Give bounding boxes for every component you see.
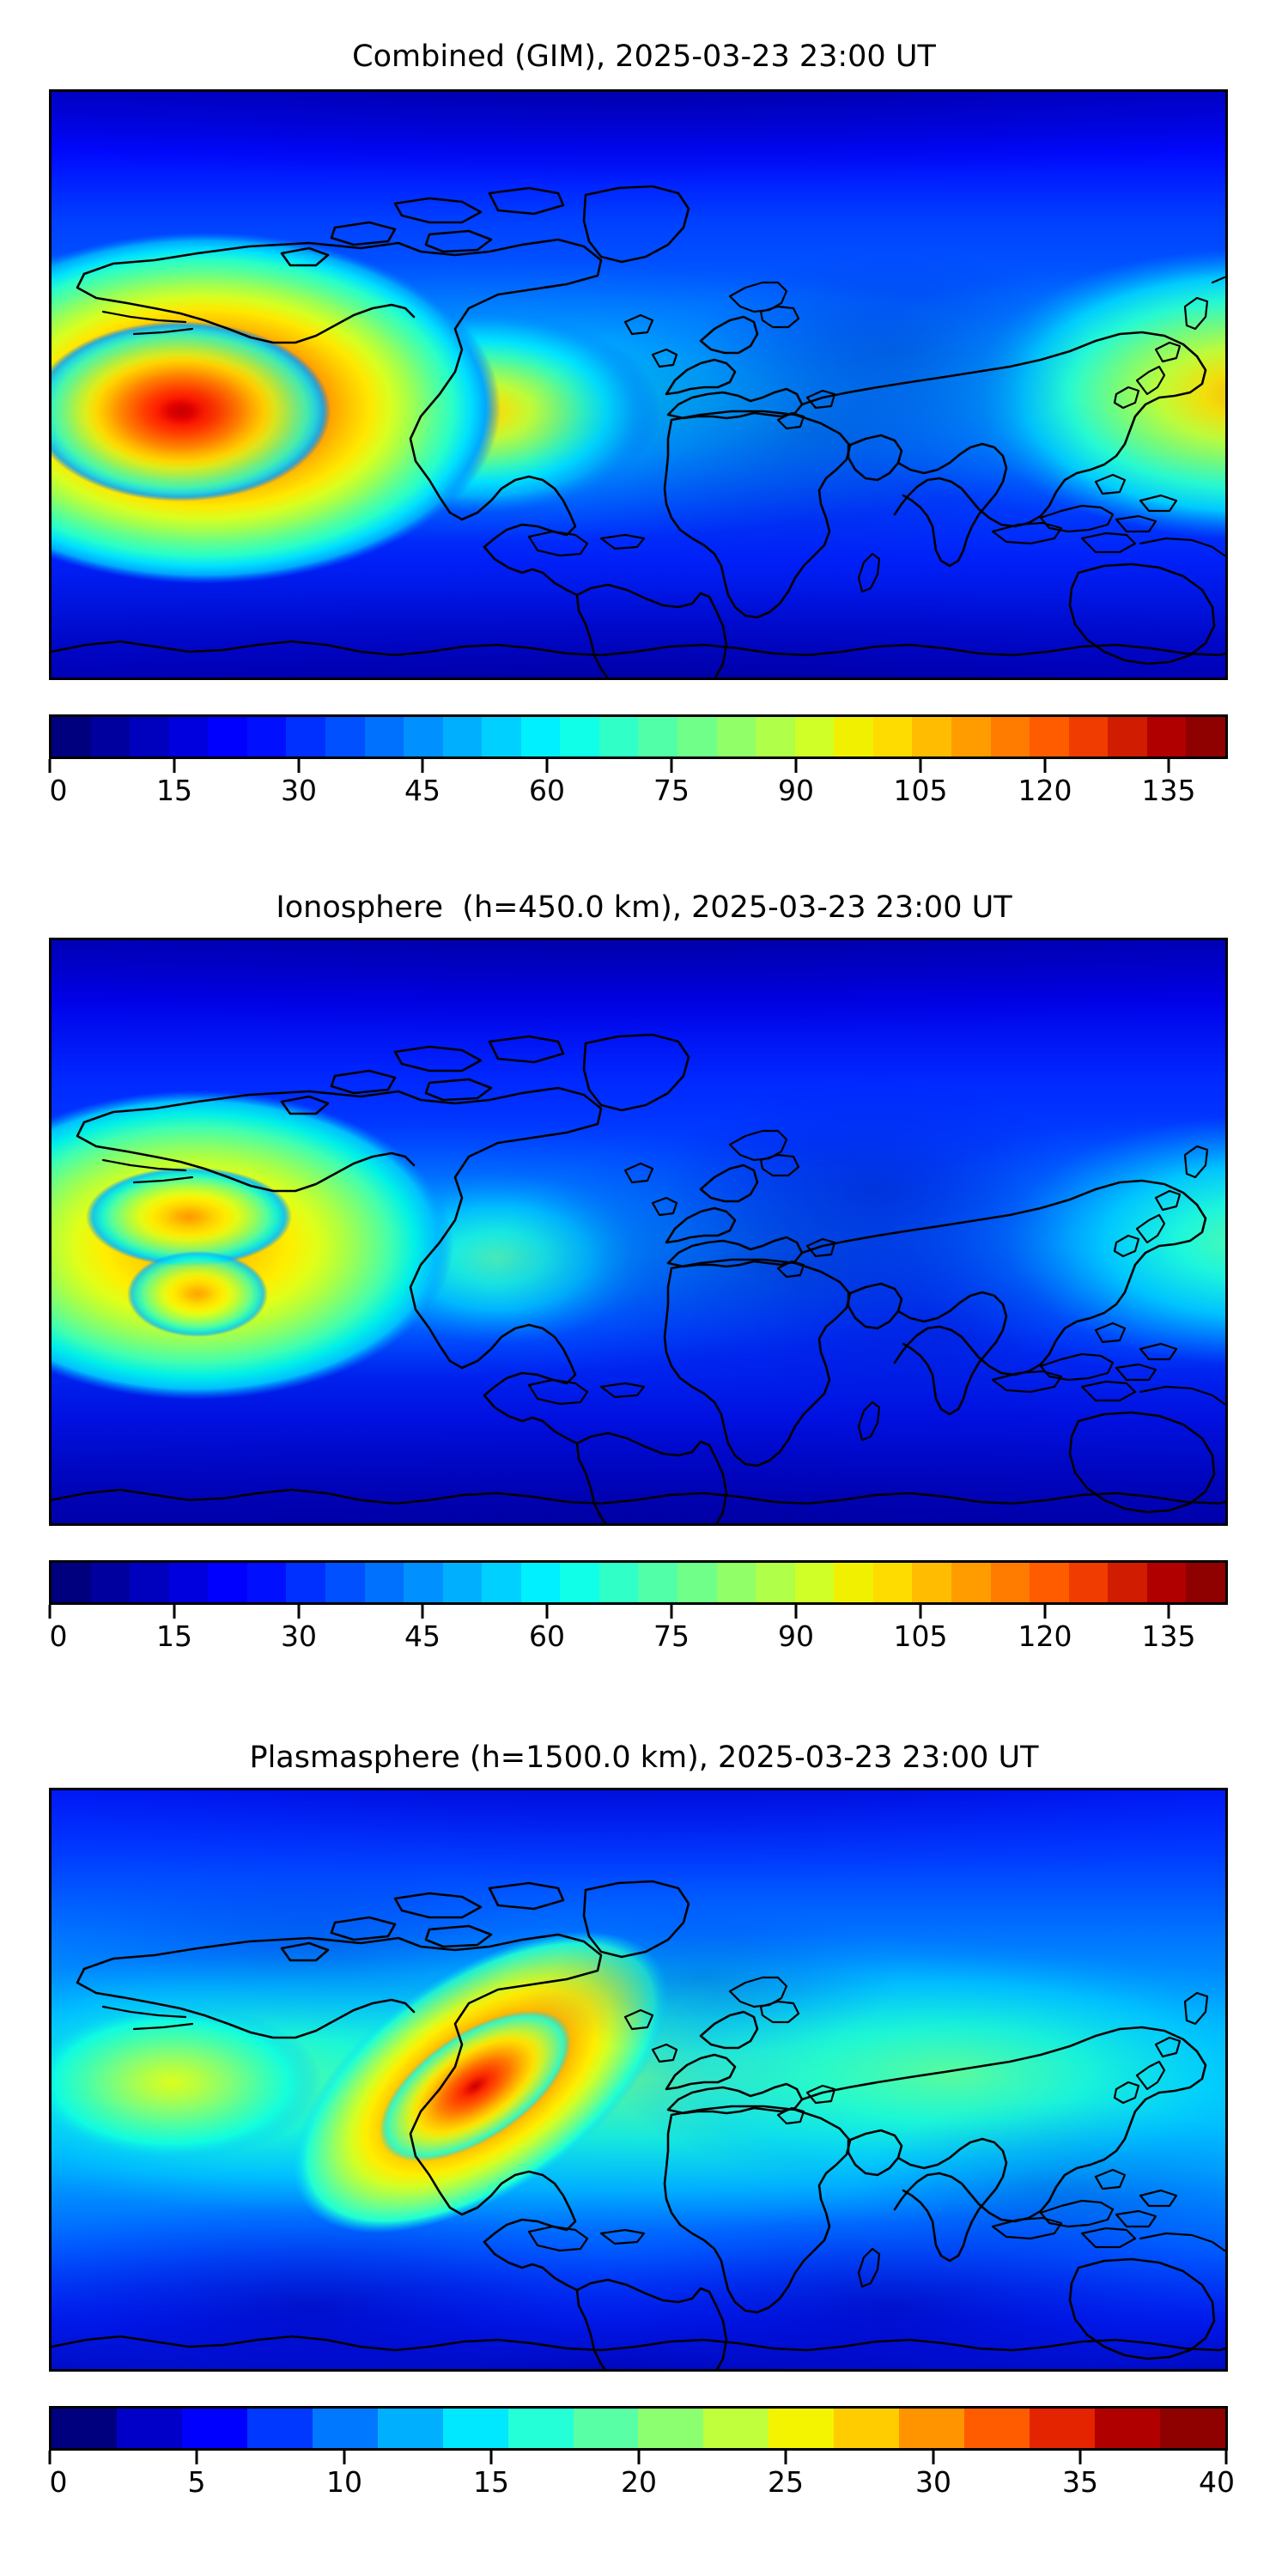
cbar-tick-label: 30: [281, 774, 317, 807]
colorbar-plasmasphere: 0 5 10 15 20 25 30 35 40: [48, 2406, 1236, 2504]
colorbar-combined: 0 15 30 45 60 75 90 105 120 135: [48, 714, 1228, 812]
cbar-tick-label: 120: [1018, 1619, 1072, 1653]
map-canvas-combined: [52, 92, 1225, 677]
cbar-tick-label: 0: [49, 1619, 68, 1653]
colorbar-gradient-ionosphere: [49, 1560, 1228, 1605]
panel-title-combined: Combined (GIM), 2025-03-23 23:00 UT: [352, 39, 936, 74]
cbar-tick-label: 10: [326, 2465, 362, 2499]
cbar-tick-label: 15: [156, 1619, 192, 1653]
field-combined: [52, 92, 1225, 677]
cbar-tick-label: 60: [529, 1619, 565, 1653]
colorbar-ticks-plasmasphere: [48, 2451, 1228, 2464]
panel-title-ionosphere: Ionosphere (h=450.0 km), 2025-03-23 23:0…: [276, 890, 1012, 925]
colorbar-ionosphere: 0 15 30 45 60 75 90 105 120 135: [48, 1560, 1228, 1658]
cbar-tick-label: 0: [49, 2465, 68, 2499]
cbar-tick-label: 45: [404, 774, 440, 807]
map-canvas-ionosphere: [52, 940, 1225, 1523]
cbar-tick-label: 15: [473, 2465, 509, 2499]
cbar-tick-label: 25: [768, 2465, 804, 2499]
cbar-tick-label: 120: [1018, 774, 1072, 807]
cbar-tick-label: 40: [1199, 2465, 1235, 2499]
cbar-tick-label: 30: [915, 2465, 951, 2499]
cbar-tick-label: 135: [1141, 1619, 1196, 1653]
map-canvas-plasmasphere: [52, 1790, 1225, 2369]
cbar-tick-label: 0: [49, 774, 68, 807]
cbar-tick-label: 75: [653, 1619, 690, 1653]
field-plasmasphere: [52, 1790, 1225, 2369]
colorbar-gradient-plasmasphere: [49, 2406, 1228, 2451]
colorbar-gradient-combined: [49, 714, 1228, 759]
panel-title-plasmasphere: Plasmasphere (h=1500.0 km), 2025-03-23 2…: [249, 1741, 1039, 1775]
cbar-tick-label: 75: [653, 774, 690, 807]
colorbar-labels-combined: 0 15 30 45 60 75 90 105 120 135: [49, 773, 1228, 812]
field-ionosphere: [52, 940, 1225, 1523]
map-ionosphere: [49, 938, 1228, 1526]
colorbar-labels-ionosphere: 0 15 30 45 60 75 90 105 120 135: [49, 1619, 1228, 1658]
cbar-tick-label: 35: [1062, 2465, 1098, 2499]
cbar-tick-label: 105: [893, 774, 948, 807]
cbar-tick-label: 105: [893, 1619, 948, 1653]
cbar-tick-label: 90: [778, 774, 814, 807]
cbar-tick-label: 135: [1141, 774, 1196, 807]
cbar-tick-label: 30: [281, 1619, 317, 1653]
cbar-tick-label: 15: [156, 774, 192, 807]
cbar-tick-label: 20: [621, 2465, 657, 2499]
cbar-tick-label: 90: [778, 1619, 814, 1653]
colorbar-ticks-combined: [48, 759, 1228, 773]
cbar-tick-label: 5: [187, 2465, 206, 2499]
cbar-tick-label: 45: [404, 1619, 440, 1653]
map-combined-gim: [49, 89, 1228, 680]
colorbar-labels-plasmasphere: 0 5 10 15 20 25 30 35 40: [49, 2464, 1236, 2504]
cbar-tick-label: 60: [529, 774, 565, 807]
colorbar-ticks-ionosphere: [48, 1605, 1228, 1619]
map-plasmasphere: [49, 1788, 1228, 2372]
